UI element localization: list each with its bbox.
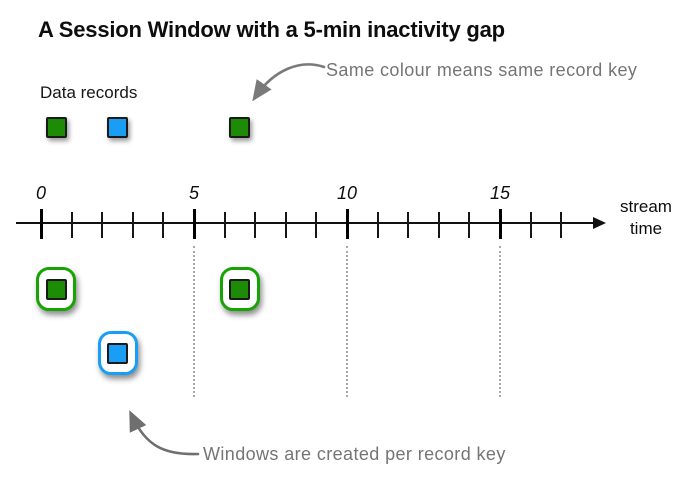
- session-window: [36, 267, 77, 311]
- axis-arrowhead-icon: [593, 217, 606, 229]
- axis-tick-label: 5: [188, 183, 199, 203]
- axis-tick-label: 15: [489, 183, 511, 203]
- record-square: [229, 117, 251, 138]
- record-square: [45, 278, 67, 300]
- axis-minor-tick: [315, 212, 318, 238]
- axis-minor-tick: [468, 212, 471, 238]
- axis-minor-tick: [529, 212, 532, 238]
- axis-minor-tick: [162, 212, 165, 238]
- axis-major-tick: [498, 209, 502, 239]
- axis-major-tick: [345, 209, 349, 239]
- dotted-guide-line: [499, 246, 501, 397]
- axis-minor-tick: [131, 212, 134, 238]
- record-square: [45, 117, 67, 138]
- axis-tick-label: 10: [336, 183, 358, 203]
- axis-label-line1: stream: [620, 197, 672, 216]
- axis-minor-tick: [223, 212, 226, 238]
- axis-minor-tick: [407, 212, 410, 238]
- axis-minor-tick: [437, 212, 440, 238]
- record-square: [107, 342, 128, 364]
- axis-tick-label: 0: [35, 183, 46, 203]
- diagram-title: A Session Window with a 5-min inactivity…: [38, 17, 505, 42]
- axis-minor-tick: [560, 212, 563, 238]
- axis-minor-tick: [376, 212, 379, 238]
- dotted-guide-line: [346, 246, 348, 397]
- axis-major-tick: [192, 209, 196, 239]
- axis-label-line2: time: [629, 219, 663, 238]
- curved-arrow-down-icon: [252, 63, 326, 102]
- axis-line: [16, 222, 595, 224]
- legend-label: Data records: [40, 83, 138, 102]
- session-window: [219, 267, 260, 311]
- annotation-windows-per-key: Windows are created per record key: [203, 444, 506, 464]
- record-square: [107, 117, 128, 138]
- axis-label: stream time: [608, 196, 684, 240]
- axis-minor-tick: [70, 212, 73, 238]
- annotation-same-colour: Same colour means same record key: [326, 60, 638, 80]
- axis-minor-tick: [284, 212, 287, 238]
- axis-minor-tick: [101, 212, 104, 238]
- curved-arrow-up-icon: [129, 410, 200, 456]
- session-window: [97, 331, 138, 375]
- axis-minor-tick: [254, 212, 257, 238]
- dotted-guide-line: [193, 246, 195, 397]
- axis-major-tick: [39, 209, 43, 239]
- record-square: [229, 278, 251, 300]
